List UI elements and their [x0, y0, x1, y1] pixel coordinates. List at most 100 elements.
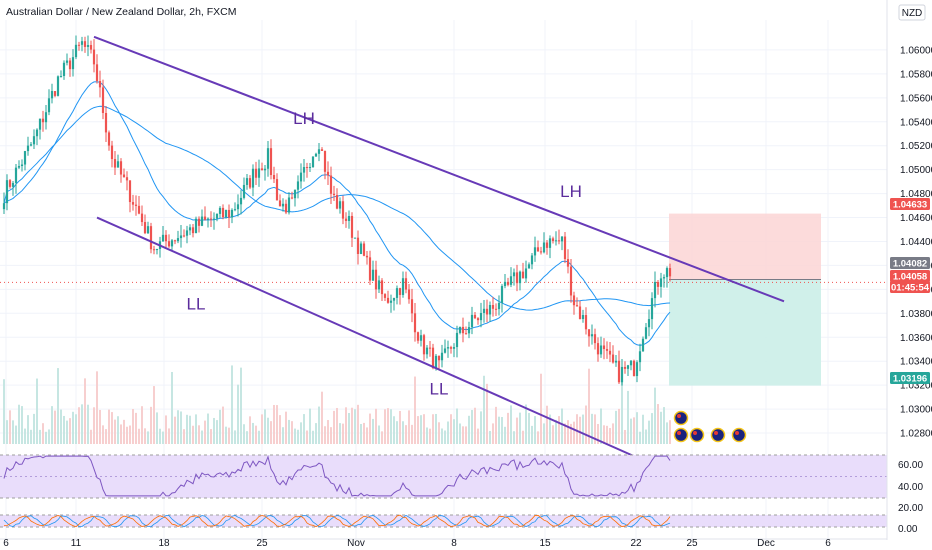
volume-bar — [507, 412, 509, 444]
candle — [299, 163, 303, 189]
candle-body — [647, 319, 651, 328]
volume-bar — [486, 383, 488, 444]
x-tick-label: 18 — [158, 538, 170, 549]
volume-bar — [351, 407, 353, 444]
currency-badge[interactable]: NZD — [898, 4, 926, 21]
volume-bar — [627, 390, 629, 444]
candle-body — [563, 236, 567, 260]
candle-body — [8, 180, 12, 187]
volume-bar — [234, 430, 236, 444]
candle — [8, 179, 12, 189]
y-tick-label: 1.04600 — [900, 213, 932, 224]
volume-bar — [210, 429, 212, 444]
volume-bar — [390, 409, 392, 444]
candle — [425, 345, 429, 359]
candle — [233, 202, 237, 212]
volume-bar — [663, 407, 665, 444]
x-tick-label: 8 — [451, 538, 457, 549]
candle — [56, 75, 60, 97]
volume-bar — [387, 408, 389, 444]
candle-body — [392, 297, 396, 301]
candle-body — [395, 288, 399, 298]
volume-bar — [39, 429, 41, 444]
candle — [407, 283, 411, 304]
volume-bar — [492, 423, 494, 444]
candle-body — [665, 268, 669, 278]
volume-bar — [195, 414, 197, 444]
candle-body — [95, 64, 99, 82]
candle-body — [170, 240, 174, 247]
candle — [179, 225, 183, 248]
volume-bar — [228, 427, 230, 444]
candle — [569, 258, 573, 303]
volume-bar — [552, 425, 554, 444]
candle — [368, 250, 372, 286]
volume-bar — [333, 410, 335, 444]
volume-bar — [261, 414, 263, 444]
candle — [95, 54, 99, 84]
candle — [413, 303, 417, 342]
candle — [638, 343, 642, 372]
candle — [284, 199, 288, 215]
volume-bar — [321, 391, 323, 444]
candle — [530, 253, 534, 270]
candle-body — [248, 178, 252, 188]
candle-body — [584, 315, 588, 330]
flag-dot — [735, 431, 739, 435]
candle-body — [470, 314, 474, 328]
volume-bar — [585, 405, 587, 444]
candle-body — [149, 226, 153, 250]
candle — [215, 213, 219, 222]
volume-bar — [249, 416, 251, 444]
candle-body — [2, 203, 6, 210]
volume-bar — [609, 428, 611, 444]
candle — [359, 241, 363, 255]
candle — [98, 70, 102, 98]
candle-body — [488, 305, 492, 315]
event-flag-icon[interactable] — [689, 427, 705, 443]
candle-body — [551, 238, 555, 242]
event-flag-icon[interactable] — [673, 410, 689, 426]
candle-body — [11, 182, 15, 187]
volume-bar — [561, 408, 563, 444]
event-flag-icon[interactable] — [731, 427, 747, 443]
candle-body — [509, 276, 513, 285]
volume-bar — [567, 420, 569, 444]
candle-body — [419, 335, 423, 341]
event-flag-icon[interactable] — [710, 427, 726, 443]
event-flag-icon[interactable] — [673, 427, 689, 443]
candle-body — [311, 156, 315, 168]
candle — [641, 336, 645, 352]
candle — [401, 271, 405, 298]
candle-body — [455, 332, 459, 348]
candle-body — [140, 213, 144, 223]
x-tick-label: 25 — [686, 538, 698, 549]
volume-bar — [159, 428, 161, 444]
candle-body — [413, 313, 417, 333]
price-tag-label: 1.04633 — [893, 200, 927, 211]
candle-body — [344, 218, 348, 221]
candle-body — [500, 286, 504, 303]
candle — [62, 60, 66, 80]
volume-bar — [87, 404, 89, 444]
volume-bar — [531, 425, 533, 444]
candle-body — [377, 280, 381, 290]
candle — [23, 150, 27, 171]
candle — [194, 216, 198, 234]
candle-body — [431, 347, 435, 369]
volume-bar — [540, 373, 542, 444]
volume-bar — [513, 431, 515, 444]
annotation-ll: LL — [430, 380, 449, 399]
volume-bar — [630, 418, 632, 444]
candle — [365, 251, 369, 265]
candle-body — [527, 264, 531, 269]
candle-body — [323, 150, 327, 172]
candle-body — [503, 281, 507, 287]
volume-bar — [33, 413, 35, 444]
candle — [515, 264, 519, 292]
candle — [347, 210, 351, 229]
price-tag-label: 1.04058 — [893, 272, 927, 283]
volume-bar — [396, 421, 398, 444]
candle-body — [362, 243, 366, 256]
